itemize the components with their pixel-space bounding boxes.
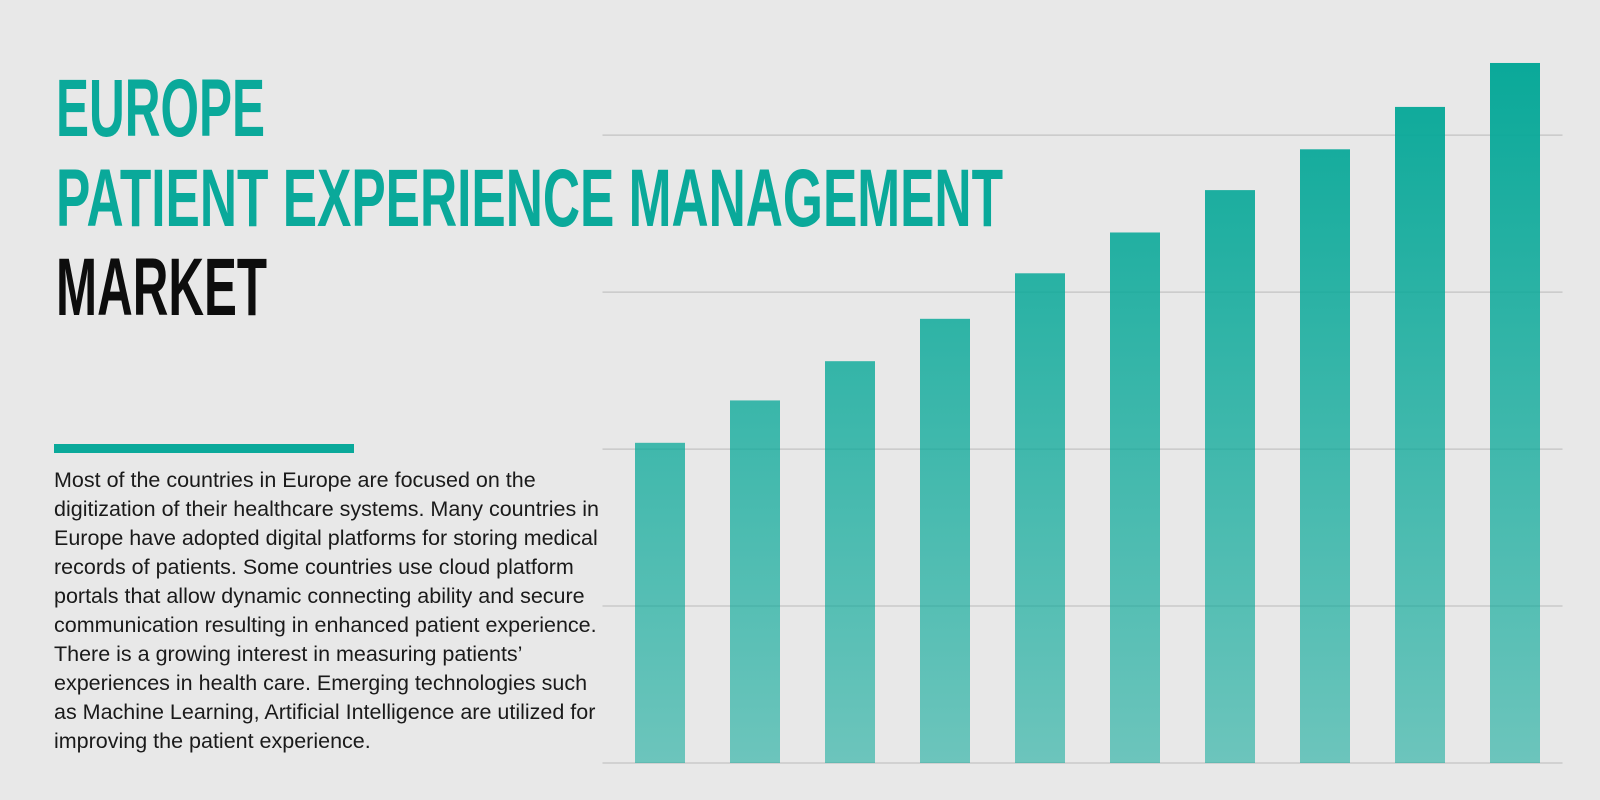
bar [1490,62,1540,763]
description: Most of the countries in Europe are focu… [54,468,599,753]
bar-chart [602,62,1563,764]
title-line: EUROPE [56,63,265,154]
bar [920,318,970,763]
bar [1300,149,1350,764]
accent-rule [54,444,354,453]
bar [825,361,875,763]
bar [635,442,685,763]
title-line: PATIENT EXPERIENCE MANAGEMENT [56,153,1003,244]
bar [1205,190,1255,763]
bar [1395,106,1445,763]
bar [1110,232,1160,764]
bar [730,400,780,763]
title-line: MARKET [56,242,267,333]
bar [1015,273,1065,763]
